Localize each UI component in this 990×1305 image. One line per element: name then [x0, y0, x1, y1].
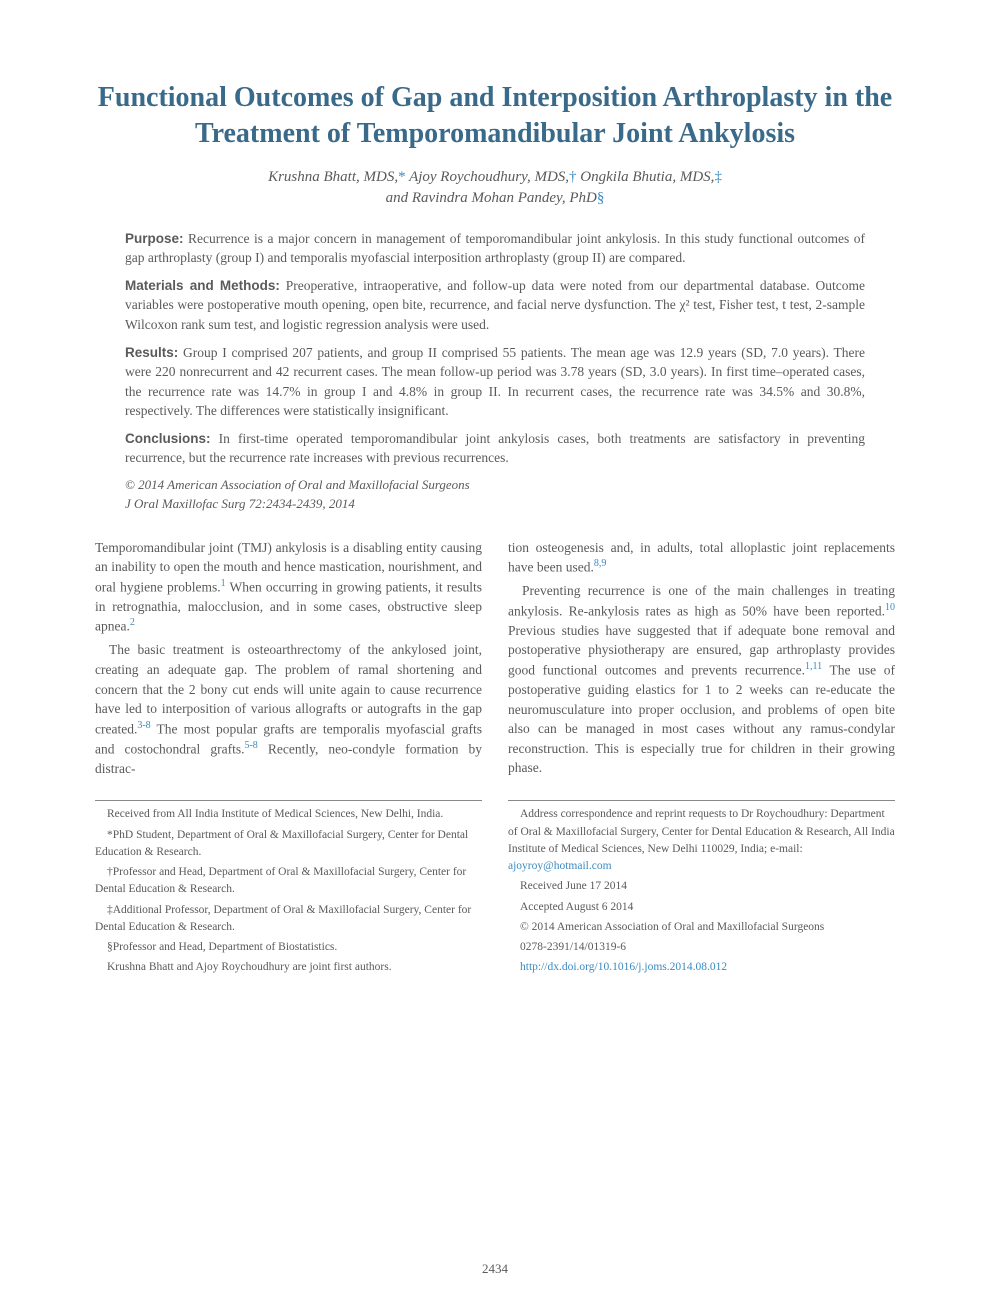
- copyright-line: © 2014 American Association of Oral and …: [125, 476, 865, 495]
- author-list: Krushna Bhatt, MDS,* Ajoy Roychoudhury, …: [95, 167, 895, 209]
- fn-issn: 0278-2391/14/01319-6: [508, 939, 895, 956]
- body-columns: Temporomandibular joint (TMJ) ankylosis …: [95, 538, 895, 783]
- footnotes-left: Received from All India Institute of Med…: [95, 800, 482, 979]
- ref-10[interactable]: 10: [885, 602, 895, 613]
- results-label: Results:: [125, 345, 178, 360]
- fn-affil-3: ‡Additional Professor, Department of Ora…: [95, 902, 482, 937]
- affil-symbol-4: §: [597, 190, 605, 206]
- fn-copyright: © 2014 American Association of Oral and …: [508, 919, 895, 936]
- body-text: Preventing recurrence is one of the main…: [508, 583, 895, 618]
- abstract-block: Purpose: Recurrence is a major concern i…: [125, 229, 865, 514]
- conclusions-text: In first-time operated temporomandibular…: [125, 431, 865, 466]
- doi-link[interactable]: http://dx.doi.org/10.1016/j.joms.2014.08…: [520, 961, 727, 973]
- author-1: Krushna Bhatt, MDS,: [268, 169, 398, 185]
- article-title: Functional Outcomes of Gap and Interposi…: [95, 80, 895, 153]
- body-para-1-cont: tion osteogenesis and, in adults, total …: [508, 538, 895, 578]
- body-para-2: The basic treatment is osteoarthrectomy …: [95, 640, 482, 778]
- results-text: Group I comprised 207 patients, and grou…: [125, 345, 865, 419]
- footnotes-block: Received from All India Institute of Med…: [95, 800, 895, 979]
- purpose-label: Purpose:: [125, 231, 184, 246]
- email-link[interactable]: ajoyroy@hotmail.com: [508, 860, 612, 872]
- abstract-results: Results: Group I comprised 207 patients,…: [125, 343, 865, 421]
- conclusions-label: Conclusions:: [125, 431, 211, 446]
- ref-8-9[interactable]: 8,9: [594, 558, 607, 569]
- author-4: and Ravindra Mohan Pandey, PhD: [386, 190, 597, 206]
- fn-text: Address correspondence and reprint reque…: [508, 808, 895, 855]
- fn-received-from: Received from All India Institute of Med…: [95, 806, 482, 823]
- ref-5-8[interactable]: 5-8: [244, 740, 257, 751]
- fn-accepted-date: Accepted August 6 2014: [508, 899, 895, 916]
- body-para-3: Preventing recurrence is one of the main…: [508, 581, 895, 778]
- affil-symbol-2: †: [569, 169, 577, 185]
- fn-correspondence: Address correspondence and reprint reque…: [508, 806, 895, 875]
- fn-affil-1: *PhD Student, Department of Oral & Maxil…: [95, 827, 482, 862]
- author-3: Ongkila Bhutia, MDS,: [580, 169, 714, 185]
- ref-1-11[interactable]: 1,11: [805, 661, 822, 672]
- fn-affil-2: †Professor and Head, Department of Oral …: [95, 864, 482, 899]
- author-2: Ajoy Roychoudhury, MDS,: [409, 169, 569, 185]
- right-column: tion osteogenesis and, in adults, total …: [508, 538, 895, 783]
- methods-label: Materials and Methods:: [125, 278, 280, 293]
- abstract-purpose: Purpose: Recurrence is a major concern i…: [125, 229, 865, 268]
- footnote-rule: [508, 800, 895, 801]
- body-para-1: Temporomandibular joint (TMJ) ankylosis …: [95, 538, 482, 637]
- fn-doi: http://dx.doi.org/10.1016/j.joms.2014.08…: [508, 959, 895, 976]
- body-text: The use of postoperative guiding elastic…: [508, 663, 895, 776]
- abstract-conclusions: Conclusions: In first-time operated temp…: [125, 429, 865, 468]
- citation-line: J Oral Maxillofac Surg 72:2434-2439, 201…: [125, 495, 865, 514]
- fn-joint-authors: Krushna Bhatt and Ajoy Roychoudhury are …: [95, 959, 482, 976]
- ref-3-8[interactable]: 3-8: [137, 720, 150, 731]
- body-text: tion osteogenesis and, in adults, total …: [508, 540, 895, 575]
- affil-symbol-3: ‡: [714, 169, 722, 185]
- abstract-methods: Materials and Methods: Preoperative, int…: [125, 276, 865, 335]
- affil-symbol-1: *: [398, 169, 406, 185]
- page-number: 2434: [0, 1261, 990, 1277]
- ref-2[interactable]: 2: [130, 617, 135, 628]
- purpose-text: Recurrence is a major concern in managem…: [125, 231, 865, 266]
- footnotes-right: Address correspondence and reprint reque…: [508, 800, 895, 979]
- footnote-rule: [95, 800, 482, 801]
- left-column: Temporomandibular joint (TMJ) ankylosis …: [95, 538, 482, 783]
- fn-received-date: Received June 17 2014: [508, 878, 895, 895]
- fn-affil-4: §Professor and Head, Department of Biost…: [95, 939, 482, 956]
